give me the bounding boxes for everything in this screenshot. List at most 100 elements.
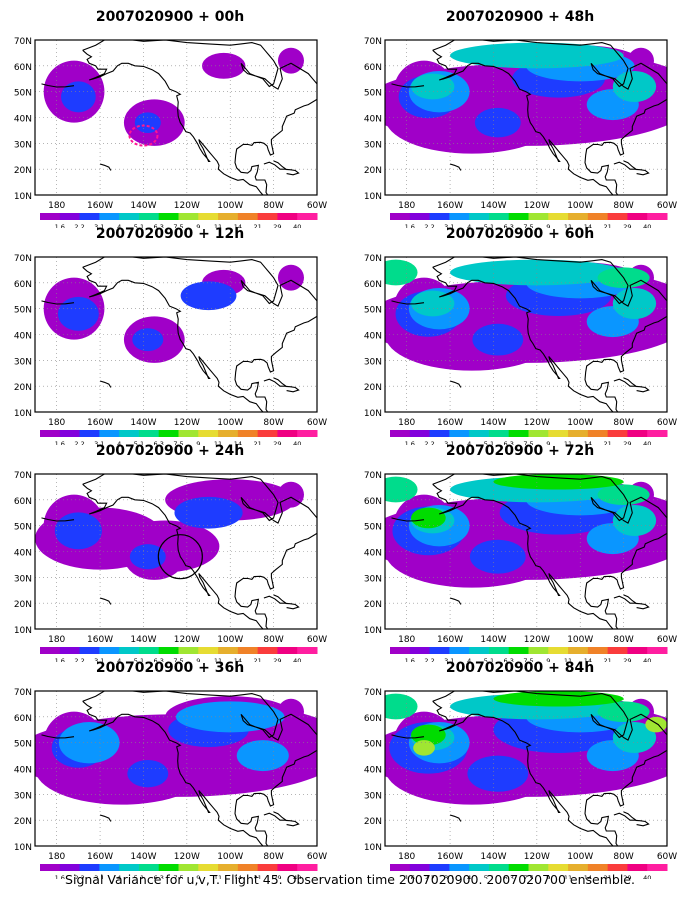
colorbar-label: 11: [214, 440, 222, 445]
lon-label: 120W: [524, 201, 550, 211]
lon-label: 80W: [613, 852, 633, 862]
lon-label: 100W: [217, 201, 243, 211]
colorbar-swatch: [548, 647, 569, 654]
colorbar-swatch: [79, 213, 100, 220]
lat-label: 50N: [14, 306, 32, 316]
colorbar-swatch: [178, 213, 199, 220]
colorbar-swatch: [138, 647, 160, 654]
lat-label: 40N: [14, 115, 32, 125]
coastline: [99, 814, 112, 822]
lon-label: 140W: [130, 852, 156, 862]
colorbar-label: 14: [584, 440, 592, 445]
colorbar-swatch: [158, 213, 179, 220]
colorbar-swatch: [409, 213, 431, 220]
lon-label: 100W: [567, 201, 593, 211]
colorbar-swatch: [647, 430, 668, 437]
lon-label: 80W: [263, 418, 283, 428]
colorbar-label: 6.3: [154, 657, 164, 662]
lat-label: 50N: [14, 523, 32, 533]
colorbar-label: 9: [196, 223, 200, 228]
lat-label: 30N: [14, 574, 32, 584]
colorbar-label: 7.5: [173, 657, 183, 662]
map-plot: 70N 60N 50N 40N 30N 20N 10N 180 160W 140W 120W 100W…: [364, 471, 677, 662]
lat-label: 10N: [364, 843, 382, 853]
plot-frame: [34, 690, 318, 847]
panel-title: 2007020900 + 12h: [95, 226, 245, 242]
coastline: [584, 532, 667, 629]
colorbar-swatch: [79, 864, 100, 871]
colorbar-swatch: [627, 430, 648, 437]
colorbar-label: 9: [546, 223, 550, 228]
lon-label: 120W: [174, 201, 200, 211]
colorbar-label: 6.3: [154, 440, 164, 445]
colorbar-label: 11: [564, 874, 572, 879]
coastline: [635, 168, 650, 176]
lat-label: 40N: [364, 766, 382, 776]
lon-label: 80W: [263, 635, 283, 645]
variance-field: [176, 701, 285, 733]
colorbar-label: 21: [254, 657, 262, 662]
coastline: [41, 517, 75, 522]
map-panel: 2007020900 + 48h 70N 60N 50N 40N 30N 20N 10N 180…: [350, 8, 690, 228]
colorbar-label: 21: [604, 657, 612, 662]
lon-label: 80W: [613, 418, 633, 428]
lat-label: 70N: [364, 471, 382, 481]
colorbar-swatch: [409, 864, 431, 871]
colorbar-swatch: [99, 213, 120, 220]
colorbar-label: 29: [273, 657, 281, 662]
map-plot: 70N 60N 50N 40N 30N 20N 10N 180 160W 140W 120W 100W…: [14, 471, 327, 662]
colorbar-label: 29: [623, 223, 631, 228]
coastline: [449, 163, 462, 171]
colorbar-swatch: [119, 430, 140, 437]
lon-label: 140W: [480, 201, 506, 211]
colorbar-swatch: [99, 647, 120, 654]
colorbar-label: 1.6: [55, 874, 65, 879]
lat-label: 10N: [14, 409, 32, 419]
colorbar-swatch: [40, 430, 61, 437]
lon-label: 100W: [217, 418, 243, 428]
variance-field: [411, 290, 455, 317]
lat-label: 20N: [364, 817, 382, 827]
colorbar-swatch: [449, 213, 470, 220]
lat-label: 30N: [14, 140, 32, 150]
panel-title: 2007020900 + 36h: [95, 660, 245, 676]
lat-label: 60N: [14, 497, 32, 507]
coastline: [613, 160, 638, 170]
coastline: [291, 226, 317, 242]
lon-label: 160W: [87, 201, 113, 211]
lon-label: 80W: [613, 635, 633, 645]
colorbar-label: 29: [273, 440, 281, 445]
colorbar-label: 29: [273, 223, 281, 228]
variance-field: [174, 496, 243, 529]
colorbar-swatch: [178, 647, 199, 654]
coastline: [291, 9, 317, 25]
colorbar-label: 21: [254, 223, 262, 228]
coastline: [285, 602, 300, 610]
colorbar-label: 4: [467, 657, 471, 662]
colorbar-swatch: [257, 213, 278, 220]
colorbar-label: 21: [254, 440, 262, 445]
colorbar-label: 21: [604, 874, 612, 879]
colorbar-swatch: [548, 213, 569, 220]
colorbar-swatch: [390, 213, 411, 220]
colorbar-label: 3.1: [94, 874, 104, 879]
colorbar-label: 6.3: [504, 440, 514, 445]
colorbar-label: 7.5: [523, 440, 533, 445]
map-plot: 70N 60N 50N 40N 30N 20N 10N 180 160W 140W 120W 100W…: [14, 9, 327, 228]
lat-label: 60N: [364, 280, 382, 290]
colorbar-label: 14: [234, 657, 242, 662]
plot-frame: [384, 690, 668, 847]
colorbar-swatch: [488, 864, 510, 871]
lat-label: 60N: [14, 714, 32, 724]
lon-label: 120W: [524, 635, 550, 645]
colorbar-label: 4: [467, 874, 471, 879]
colorbar-label: 1.6: [55, 440, 65, 445]
coastline: [285, 385, 300, 393]
coastline: [391, 300, 425, 305]
colorbar-swatch: [449, 864, 470, 871]
colorbar-label: 5.1: [134, 440, 144, 445]
colorbar-swatch: [508, 864, 529, 871]
lat-label: 70N: [364, 254, 382, 264]
lon-label: 80W: [263, 201, 283, 211]
colorbar-swatch: [548, 430, 569, 437]
